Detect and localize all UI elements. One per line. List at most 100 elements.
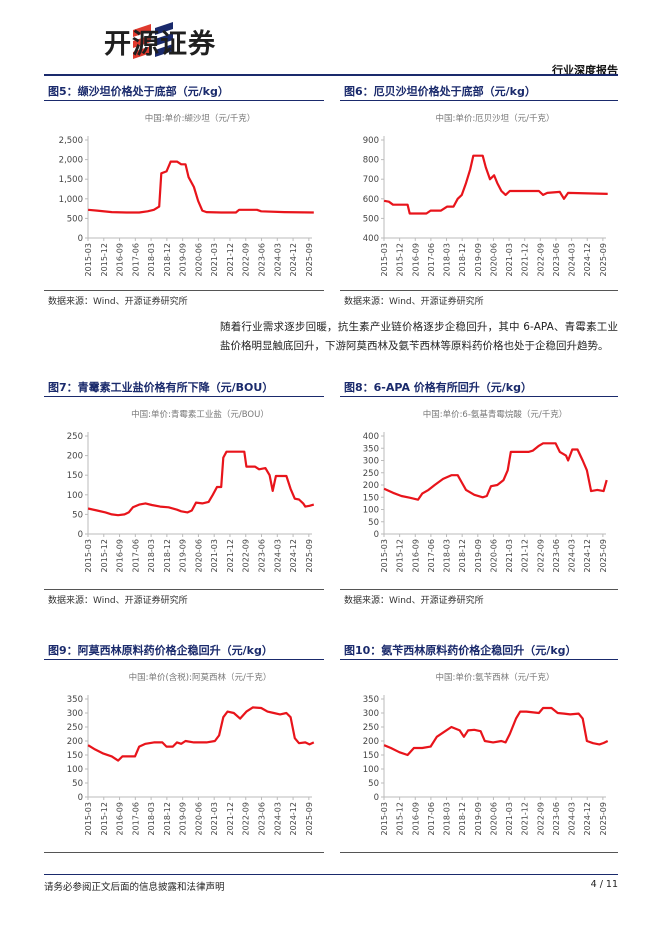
y-tick-label: 250: [363, 723, 379, 733]
y-tick-label: 800: [363, 156, 379, 166]
fig8-chart: 中国:单价:6-氨基青霉烷酸（元/千克） 400 350 300 250 200 150 10…: [363, 409, 608, 572]
y-tick-label: 0: [374, 793, 379, 803]
chart-subtitle: 中国:单价:青霉素工业盐（元/BOU）: [131, 409, 269, 420]
x-tick-label: 2015-03: [380, 539, 389, 572]
x-tick-label: 2018-12: [458, 539, 467, 572]
y-tick-label: 100: [363, 765, 379, 775]
fig7-source-rule: [44, 589, 324, 590]
fig6-title-rule: [340, 100, 618, 101]
x-tick-label: 2015-03: [380, 802, 389, 835]
y-tick-label: 2,500: [59, 136, 83, 146]
x-tick-label: 2016-09: [116, 539, 125, 572]
x-tick-label: 2015-12: [100, 243, 109, 276]
y-tick-label: 0: [78, 530, 83, 540]
x-tick-label: 2017-06: [131, 539, 140, 572]
y-tick-label: 100: [67, 491, 83, 501]
x-tick-label: 2015-03: [380, 243, 389, 276]
fig9-chart: 中国:单价(含税):阿莫西林（元/千克） 350 300 250 200 150 100 50…: [67, 672, 315, 835]
x-tick-label: 2019-09: [179, 802, 188, 835]
x-tick-label: 2015-12: [396, 539, 405, 572]
x-tick-label: 2023-06: [552, 802, 561, 835]
fig10-title-rule: [340, 659, 618, 660]
x-tick-label: 2024-12: [583, 802, 592, 835]
x-tick-label: 2023-06: [552, 243, 561, 276]
x-tick-label: 2015-12: [100, 539, 109, 572]
fig8-title: 图8：6-APA 价格有所回升（元/kg）: [344, 381, 532, 394]
x-tick-label: 2024-12: [583, 243, 592, 276]
x-tick-label: 2020-06: [194, 802, 203, 835]
x-tick-label: 2018-03: [147, 802, 156, 835]
x-tick-label: 2024-12: [583, 539, 592, 572]
y-tick-label: 200: [67, 737, 83, 747]
x-tick-label: 2023-06: [552, 539, 561, 572]
x-tick-label: 2024-12: [289, 802, 298, 835]
x-tick-label: 2024-03: [273, 539, 282, 572]
fig5-chart: 中国:单价:缬沙坦（元/千克）2,5002,0001,5001,00050002…: [59, 113, 314, 276]
y-tick-label: 200: [363, 737, 379, 747]
x-tick-label: 2021-12: [226, 802, 235, 835]
chart-subtitle: 中国:单价:缬沙坦（元/千克）: [145, 113, 256, 124]
y-tick-label: 150: [67, 751, 83, 761]
x-tick-label: 2021-03: [210, 243, 219, 276]
y-tick-label: 900: [363, 136, 379, 146]
body-paragraph: 随着行业需求逐步回暖，抗生素产业链价格逐步企稳回升，其中 6-APA、青霉素工业…: [220, 321, 618, 352]
x-tick-label: 2019-09: [474, 802, 483, 835]
report-type-label: 行业深度报告: [552, 64, 618, 77]
x-tick-label: 2021-03: [210, 802, 219, 835]
y-tick-label: 150: [363, 493, 379, 503]
fig8-title-rule: [340, 396, 618, 397]
x-tick-label: 2024-03: [568, 243, 577, 276]
x-tick-label: 2022-09: [242, 243, 251, 276]
x-tick-label: 2021-12: [226, 539, 235, 572]
y-tick-label: 500: [363, 214, 379, 224]
fig7-title-rule: [44, 396, 324, 397]
x-tick-label: 2015-12: [396, 802, 405, 835]
series-line: [383, 706, 609, 757]
series-line: [383, 442, 608, 501]
x-tick-label: 2019-09: [179, 539, 188, 572]
fig10-bottom-rule: [340, 852, 618, 853]
x-tick-label: 2020-06: [489, 243, 498, 276]
x-tick-label: 2015-03: [84, 539, 93, 572]
y-tick-label: 250: [363, 469, 379, 479]
x-tick-label: 2022-09: [536, 802, 545, 835]
y-tick-label: 0: [374, 530, 379, 540]
x-tick-label: 2025-09: [305, 802, 314, 835]
footer-disclaimer: 请务必参阅正文后面的信息披露和法律声明: [44, 882, 225, 893]
series-line: [88, 160, 314, 214]
x-tick-label: 2017-06: [131, 243, 140, 276]
x-tick-label: 2016-09: [116, 243, 125, 276]
x-tick-label: 2015-12: [396, 243, 405, 276]
x-tick-label: 2021-03: [505, 539, 514, 572]
fig6-source: 数据来源：Wind、开源证券研究所: [344, 297, 484, 307]
fig5-title-rule: [44, 100, 324, 101]
x-tick-label: 2019-09: [474, 539, 483, 572]
y-tick-label: 300: [363, 709, 379, 719]
y-tick-label: 350: [67, 695, 83, 705]
fig10-title: 图10：氨苄西林原料药价格企稳回升（元/kg）: [344, 644, 577, 657]
x-tick-label: 2021-03: [210, 539, 219, 572]
y-tick-label: 350: [363, 444, 379, 454]
x-tick-label: 2021-12: [521, 802, 530, 835]
y-tick-label: 250: [67, 432, 83, 442]
y-tick-label: 200: [67, 452, 83, 462]
fig7-source: 数据来源：Wind、开源证券研究所: [48, 596, 188, 606]
series-line: [383, 154, 608, 215]
y-tick-label: 300: [363, 457, 379, 467]
fig8-source-rule: [340, 589, 618, 590]
fig9-title: 图9：阿莫西林原料药价格企稳回升（元/kg）: [48, 644, 273, 657]
x-tick-label: 2022-09: [536, 243, 545, 276]
x-tick-label: 2017-06: [131, 802, 140, 835]
x-tick-label: 2017-06: [427, 539, 436, 572]
x-tick-label: 2025-09: [599, 539, 608, 572]
chart-subtitle: 中国:单价(含税):阿莫西林（元/千克）: [129, 672, 272, 683]
x-tick-label: 2017-06: [427, 802, 436, 835]
y-tick-label: 400: [363, 234, 379, 244]
y-tick-label: 350: [363, 695, 379, 705]
series-line: [87, 706, 315, 762]
y-tick-label: 1,000: [59, 195, 83, 205]
x-tick-label: 2025-09: [599, 802, 608, 835]
chart-subtitle: 中国:单价:6-氨基青霉烷酸（元/千克）: [423, 409, 568, 420]
x-tick-label: 2020-06: [194, 539, 203, 572]
x-tick-label: 2021-03: [505, 243, 514, 276]
